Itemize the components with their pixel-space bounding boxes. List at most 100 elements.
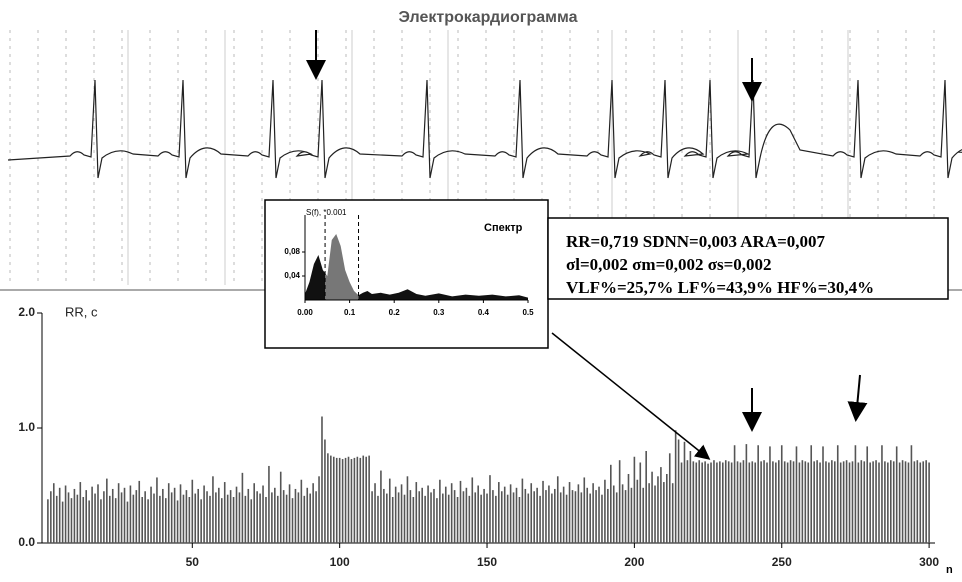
x-tick-label: 250 (772, 555, 792, 569)
bar (695, 462, 698, 543)
spectrum-title: Спектр (484, 222, 523, 234)
bar (509, 484, 512, 543)
bar (462, 491, 465, 543)
bar (167, 483, 170, 543)
bar (374, 483, 376, 543)
bar (901, 460, 904, 543)
bar (604, 479, 606, 543)
bar (418, 491, 421, 543)
bar (562, 486, 565, 543)
bar (330, 455, 332, 543)
bar (276, 495, 279, 543)
bar (67, 492, 70, 543)
bar (875, 460, 877, 543)
x-tick-label: 50 (186, 555, 200, 569)
arrows (306, 30, 868, 460)
bar (489, 475, 491, 543)
y-tick-label: 0,04 (284, 271, 300, 280)
y-tick-label: 1.0 (18, 420, 35, 434)
bar (692, 461, 695, 543)
bar (654, 485, 656, 543)
bar (530, 483, 533, 543)
bar (64, 485, 67, 543)
bar (356, 456, 359, 543)
bar (571, 490, 574, 543)
bar (450, 483, 453, 543)
x-tick-label: 150 (477, 555, 497, 569)
bar (400, 484, 403, 543)
x-tick-label: 0.2 (389, 308, 401, 317)
bar (173, 487, 176, 543)
bar (898, 462, 901, 543)
bar (777, 460, 780, 543)
bar (185, 490, 188, 543)
bar (615, 492, 618, 543)
bar (274, 487, 276, 543)
bar (268, 465, 270, 543)
bar (371, 491, 373, 543)
bar (335, 457, 338, 543)
bar (719, 461, 721, 543)
bar (430, 492, 432, 543)
bar (386, 493, 388, 543)
bar (456, 497, 459, 543)
bar (365, 456, 367, 543)
bar (542, 480, 544, 543)
bar (291, 498, 294, 543)
bar (388, 478, 391, 543)
ecg-title: Электрокардиограмма (399, 9, 578, 26)
bar (663, 482, 665, 543)
bar (595, 490, 597, 543)
x-tick-label: 0.4 (478, 308, 490, 317)
bar (500, 491, 503, 543)
bar (648, 483, 650, 543)
bar (114, 498, 117, 543)
bar (442, 493, 444, 543)
bar (568, 482, 571, 543)
bar (117, 483, 120, 543)
bar (380, 470, 382, 543)
bar (680, 462, 683, 543)
bar (279, 471, 282, 543)
bar (786, 462, 789, 543)
bar (642, 487, 645, 543)
bar (536, 487, 538, 543)
bar (577, 484, 580, 543)
bar (586, 487, 589, 543)
bar (203, 485, 205, 543)
bar (657, 476, 659, 543)
bar (804, 461, 807, 543)
bar (798, 462, 801, 543)
bar (229, 490, 232, 543)
bar (612, 485, 615, 543)
bar (792, 461, 795, 543)
bar (910, 445, 913, 543)
bar (748, 462, 751, 543)
bar (775, 462, 777, 543)
bar (439, 479, 441, 543)
bar (610, 464, 612, 543)
bar (394, 486, 397, 543)
bar (766, 462, 768, 543)
bar (769, 446, 771, 543)
bar (73, 488, 76, 543)
ecg-trace (7, 79, 962, 179)
bar (55, 495, 58, 543)
stats-box (547, 217, 949, 300)
bar (707, 463, 709, 543)
bar (506, 494, 509, 543)
bar (621, 484, 624, 543)
bar (477, 485, 479, 543)
bar (483, 488, 485, 543)
bar (889, 460, 892, 543)
ecg-panel (7, 30, 962, 285)
bar (123, 487, 126, 543)
bar (574, 491, 577, 543)
bar (589, 493, 591, 543)
bar (106, 478, 108, 543)
bar (383, 488, 385, 543)
bar (480, 494, 482, 543)
bar (421, 487, 423, 543)
bar (639, 462, 642, 543)
